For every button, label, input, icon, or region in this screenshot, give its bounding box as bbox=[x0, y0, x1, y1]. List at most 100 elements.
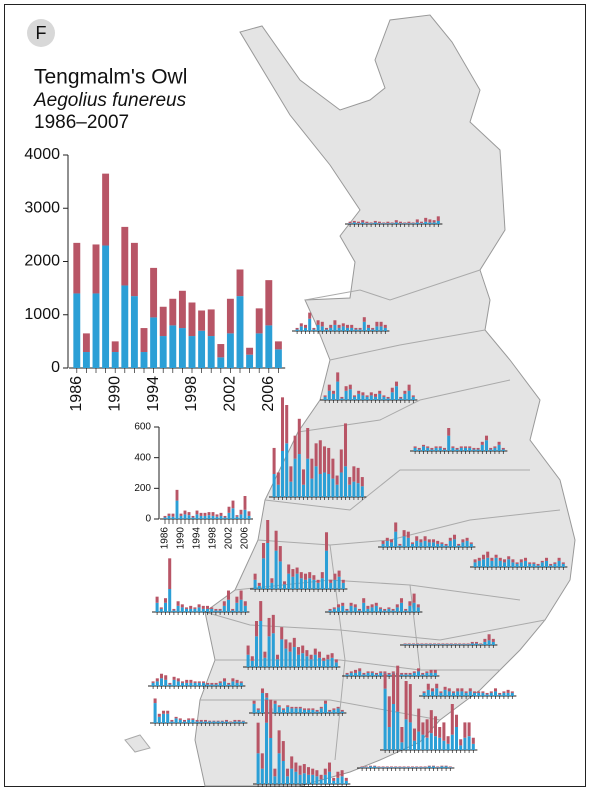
bar-segment bbox=[472, 449, 476, 451]
bar-segment bbox=[155, 602, 159, 612]
bar-segment bbox=[427, 542, 431, 547]
bar-segment bbox=[261, 558, 266, 589]
bar-segment bbox=[218, 608, 222, 611]
bar-segment bbox=[316, 582, 320, 589]
bar-segment bbox=[412, 593, 416, 603]
bar-segment bbox=[236, 296, 244, 368]
bar-segment bbox=[455, 447, 459, 450]
bar-segment bbox=[406, 531, 410, 538]
x-tick-label: 1986 bbox=[68, 376, 85, 412]
bar-segment bbox=[400, 727, 404, 743]
bar-segment bbox=[465, 537, 469, 541]
bar-segment bbox=[298, 706, 302, 709]
bar-segment bbox=[329, 327, 333, 331]
bar-segment bbox=[241, 721, 245, 723]
bar-segment bbox=[292, 647, 296, 667]
bar-segment bbox=[324, 329, 329, 331]
bar-segment bbox=[287, 564, 291, 574]
bar-segment bbox=[265, 693, 269, 698]
bar-segment bbox=[302, 708, 307, 710]
bar-segment bbox=[378, 608, 383, 612]
bar-segment bbox=[311, 708, 315, 710]
bar-segment bbox=[348, 484, 352, 497]
bar-segment bbox=[312, 327, 316, 330]
bar-segment bbox=[220, 720, 224, 722]
bar-segment bbox=[285, 405, 289, 444]
bar-segment bbox=[374, 602, 378, 606]
bar-segment bbox=[412, 740, 417, 750]
bar-segment bbox=[178, 719, 182, 723]
bar-segment bbox=[369, 392, 373, 396]
bar-segment bbox=[365, 223, 369, 224]
bar-segment bbox=[287, 573, 291, 589]
bar-segment bbox=[438, 737, 442, 750]
bar-segment bbox=[299, 326, 303, 331]
bar-segment bbox=[428, 222, 432, 224]
bar-segment bbox=[553, 562, 557, 564]
bar-segment bbox=[315, 709, 319, 712]
bar-segment bbox=[451, 692, 456, 696]
bar-segment bbox=[352, 222, 356, 224]
bar-segment bbox=[540, 562, 544, 567]
bar-segment bbox=[282, 581, 287, 585]
bar-segment bbox=[540, 560, 544, 563]
bar-segment bbox=[178, 328, 186, 368]
bar-segment bbox=[187, 719, 191, 723]
bar-segment bbox=[327, 474, 331, 497]
bar-segment bbox=[387, 674, 391, 676]
bar-segment bbox=[331, 390, 336, 394]
x-tick-label: 1986 bbox=[160, 527, 171, 550]
bar-segment bbox=[166, 713, 170, 723]
bar-segment bbox=[385, 537, 389, 541]
bar-segment bbox=[364, 767, 368, 768]
bar-segment bbox=[348, 477, 352, 485]
bar-segment bbox=[199, 512, 203, 516]
bar-segment bbox=[309, 654, 313, 660]
bar-segment bbox=[233, 719, 237, 722]
bar-segment bbox=[360, 767, 364, 768]
bar-segment bbox=[421, 734, 425, 750]
bar-segment bbox=[429, 672, 433, 676]
bar-segment bbox=[474, 641, 479, 644]
bar-segment bbox=[470, 643, 474, 645]
bar-segment bbox=[369, 222, 373, 224]
bar-segment bbox=[341, 605, 345, 612]
bar-segment bbox=[102, 245, 110, 368]
bar-segment bbox=[417, 447, 421, 450]
bar-segment bbox=[490, 557, 494, 561]
bar-segment bbox=[322, 446, 327, 473]
bar-segment bbox=[434, 447, 438, 451]
bar-segment bbox=[337, 327, 341, 331]
bar-segment bbox=[345, 610, 349, 612]
bar-segment bbox=[419, 767, 423, 768]
bar-segment bbox=[356, 221, 361, 224]
y-tick-label: 1000 bbox=[24, 306, 60, 323]
bar-segment bbox=[345, 327, 350, 331]
bar-segment bbox=[159, 336, 167, 368]
bar-segment bbox=[195, 721, 199, 723]
bar-segment bbox=[366, 324, 371, 328]
bar-segment bbox=[471, 743, 475, 750]
bar-segment bbox=[344, 386, 348, 391]
bar-segment bbox=[426, 447, 430, 451]
bar-segment bbox=[549, 563, 553, 566]
bar-segment bbox=[336, 771, 340, 778]
bar-segment bbox=[331, 478, 335, 497]
bar-segment bbox=[316, 324, 320, 331]
bar-segment bbox=[356, 467, 360, 484]
bar-segment bbox=[169, 325, 177, 368]
bar-segment bbox=[344, 777, 348, 781]
bar-segment bbox=[553, 563, 557, 567]
bar-segment bbox=[341, 602, 345, 606]
bar-segment bbox=[417, 708, 421, 732]
bar-segment bbox=[319, 706, 323, 709]
bar-segment bbox=[481, 691, 485, 693]
bar-segment bbox=[354, 329, 358, 331]
bar-segment bbox=[362, 317, 366, 322]
bar-segment bbox=[448, 766, 452, 768]
bar-segment bbox=[430, 691, 435, 696]
bar-segment bbox=[435, 688, 439, 696]
bar-segment bbox=[180, 607, 184, 612]
bar-segment bbox=[407, 643, 411, 645]
bar-segment bbox=[443, 689, 447, 696]
